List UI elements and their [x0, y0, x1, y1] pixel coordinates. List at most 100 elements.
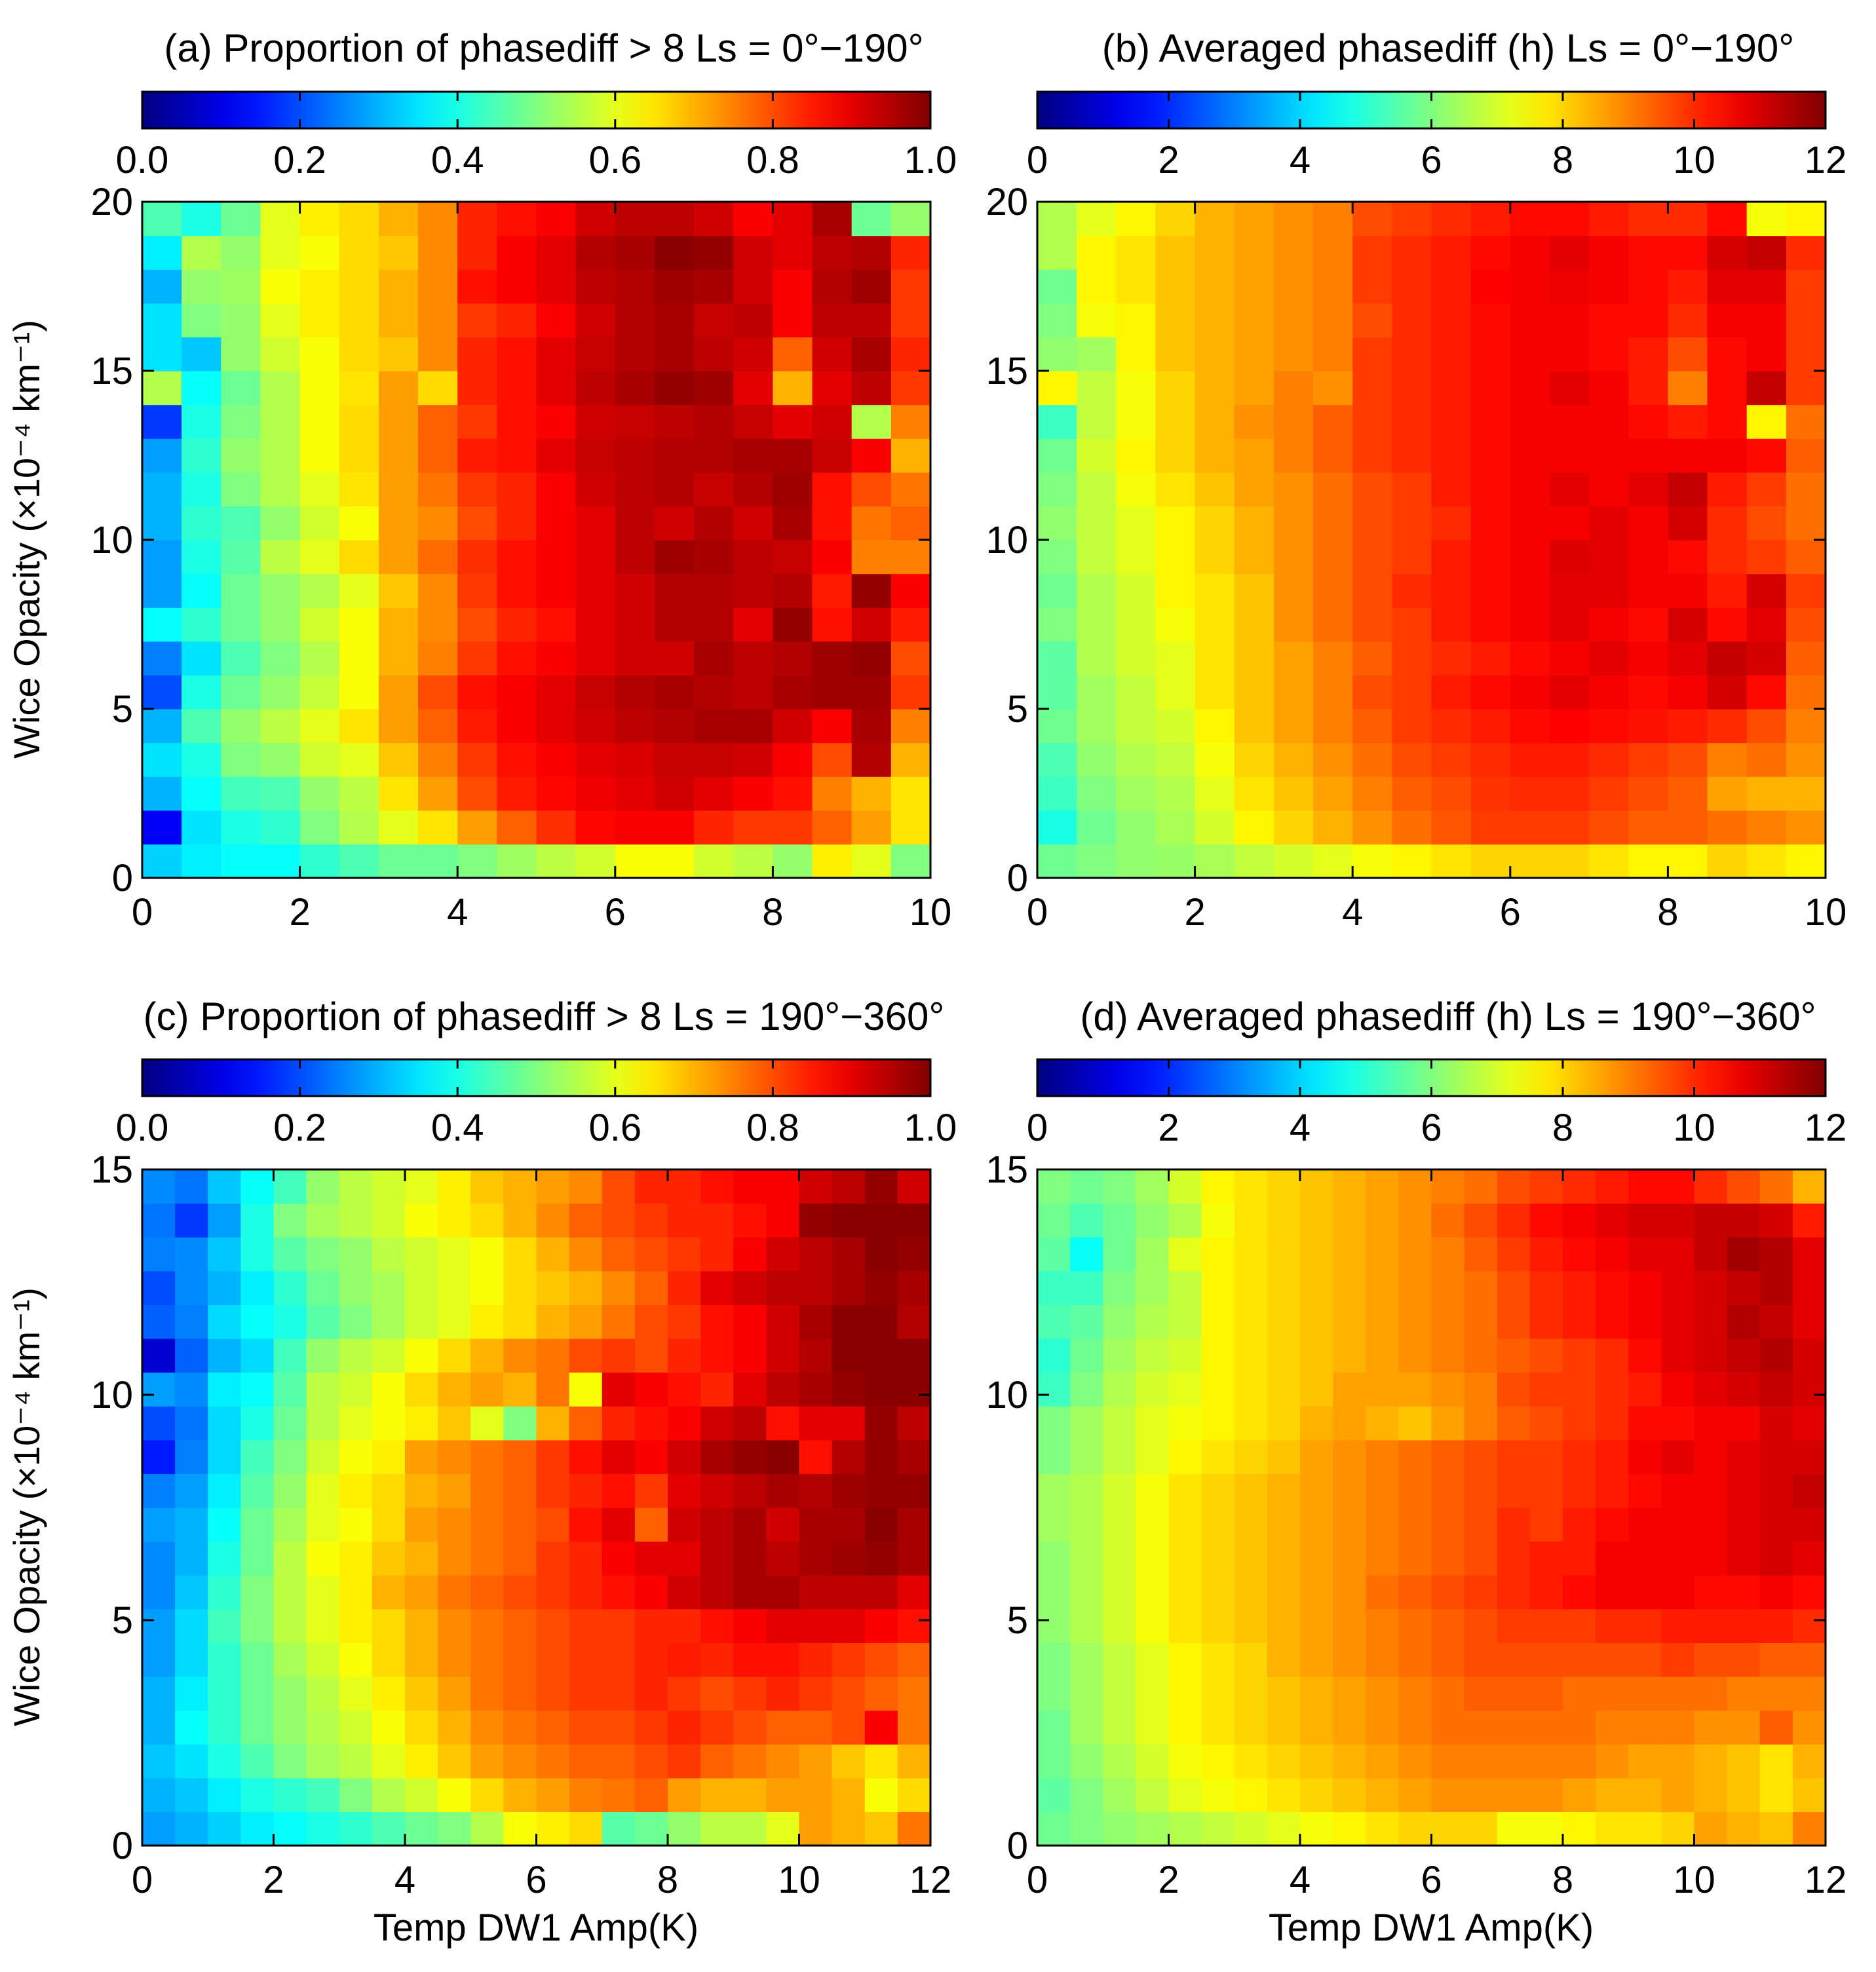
heatmap-cell	[1596, 1575, 1629, 1610]
heatmap-cell	[897, 1203, 931, 1238]
heatmap-cell	[1300, 1642, 1333, 1677]
heatmap-cell	[1628, 1338, 1662, 1373]
heatmap-cell	[1497, 1710, 1531, 1745]
heatmap-cell	[1792, 1710, 1826, 1745]
heatmap-cell	[1589, 269, 1629, 304]
heatmap-cell	[812, 371, 852, 406]
heatmap-cell	[700, 1203, 734, 1238]
heatmap-cell	[142, 1169, 176, 1204]
heatmap-cell	[536, 641, 577, 675]
heatmap-cell	[1431, 1710, 1465, 1745]
heatmap-cell	[1746, 776, 1787, 811]
heatmap-cell	[773, 472, 813, 506]
heatmap-cell	[1392, 776, 1432, 811]
panel-a: (a) Proportion of phasediff > 8 Ls = 0°−…	[6, 26, 957, 934]
heatmap-cell	[851, 438, 892, 473]
heatmap-cell	[1313, 810, 1353, 844]
heatmap-cell	[1694, 1237, 1728, 1272]
heatmap-cell	[221, 202, 261, 237]
heatmap-cell	[1037, 573, 1077, 608]
heatmap-cell	[1694, 1541, 1728, 1576]
heatmap-cell	[1070, 1304, 1103, 1339]
heatmap-cell	[1727, 1473, 1761, 1508]
heatmap-cell	[1529, 1439, 1563, 1474]
heatmap-cell	[418, 573, 458, 608]
heatmap-cell	[497, 540, 537, 575]
heatmap-cell	[299, 337, 340, 371]
heatmap-cell	[654, 269, 695, 304]
heatmap-cell	[142, 269, 182, 304]
heatmap-cell	[1510, 337, 1550, 371]
heatmap-cell	[602, 1338, 636, 1373]
heatmap-cell	[240, 1169, 275, 1204]
heatmap-cell	[1155, 776, 1196, 811]
heatmap-cell	[299, 776, 340, 811]
heatmap-cell	[470, 1406, 504, 1441]
heatmap-cell	[1589, 303, 1629, 337]
heatmap-cell	[536, 1541, 570, 1576]
heatmap-cell	[668, 1372, 701, 1407]
heatmap-cell	[273, 1811, 307, 1846]
heatmap-cell	[1267, 1304, 1301, 1339]
heatmap-cell	[1549, 709, 1590, 744]
heatmap-cell	[812, 269, 852, 304]
heatmap-cell	[1707, 776, 1748, 811]
heatmap-cell	[182, 506, 221, 540]
heatmap-cell	[1563, 1270, 1596, 1305]
heatmap-cell	[1300, 1169, 1333, 1204]
heatmap-cell	[733, 303, 773, 337]
heatmap-cell	[418, 235, 458, 270]
heatmap-cell	[1529, 1473, 1563, 1508]
heatmap-cell	[260, 269, 301, 304]
y-tick-label: 5	[112, 1599, 133, 1642]
heatmap-cell	[1549, 404, 1590, 439]
heatmap-cell	[1273, 235, 1314, 270]
heatmap-cell	[700, 1338, 734, 1373]
heatmap-cell	[378, 540, 419, 575]
heatmap-cell	[766, 1710, 800, 1745]
heatmap-cell	[766, 1575, 800, 1610]
heatmap-cell	[1366, 1744, 1399, 1779]
heatmap-cell	[733, 1473, 767, 1508]
heatmap-cell	[306, 1439, 340, 1474]
heatmap-cell	[1792, 1608, 1826, 1643]
heatmap-cell	[654, 371, 695, 406]
heatmap-cell	[1398, 1677, 1432, 1711]
heatmap-cell	[221, 235, 261, 270]
heatmap-cell	[1313, 235, 1353, 270]
heatmap-cell	[766, 1677, 800, 1711]
heatmap-cell	[890, 472, 931, 506]
heatmap-cell	[1694, 1406, 1728, 1441]
y-tick-label: 20	[986, 181, 1028, 223]
heatmap-cell	[1589, 438, 1629, 473]
heatmap-cell	[694, 202, 734, 237]
heatmap-cell	[299, 202, 340, 237]
heatmap-cell	[142, 303, 182, 337]
heatmap-cell	[1352, 269, 1392, 304]
heatmap-cell	[1155, 607, 1196, 642]
heatmap-cell	[1589, 235, 1629, 270]
heatmap-cell	[273, 1541, 307, 1576]
heatmap-cell	[221, 404, 261, 439]
heatmap-cell	[457, 810, 497, 844]
heatmap-cell	[339, 1541, 373, 1576]
heatmap-cell	[1661, 1777, 1695, 1812]
heatmap-cell	[851, 776, 892, 811]
heatmap-cell	[700, 1777, 734, 1812]
heatmap-cell	[405, 1338, 438, 1373]
heatmap-cell	[575, 607, 616, 642]
heatmap-cell	[1497, 1575, 1531, 1610]
heatmap-cell	[1037, 1473, 1071, 1508]
heatmap-cell	[1668, 709, 1708, 744]
heatmap-cell	[1103, 1237, 1136, 1272]
heatmap-cell	[575, 506, 616, 540]
heatmap-cell	[1759, 1169, 1793, 1204]
heatmap-cell	[733, 404, 773, 439]
heatmap-cell	[1668, 776, 1708, 811]
heatmap-cell	[372, 1338, 406, 1373]
heatmap-cell	[1077, 573, 1117, 608]
heatmap-cell	[240, 1777, 275, 1812]
heatmap-cell	[700, 1406, 734, 1441]
heatmap-cell	[700, 1710, 734, 1745]
